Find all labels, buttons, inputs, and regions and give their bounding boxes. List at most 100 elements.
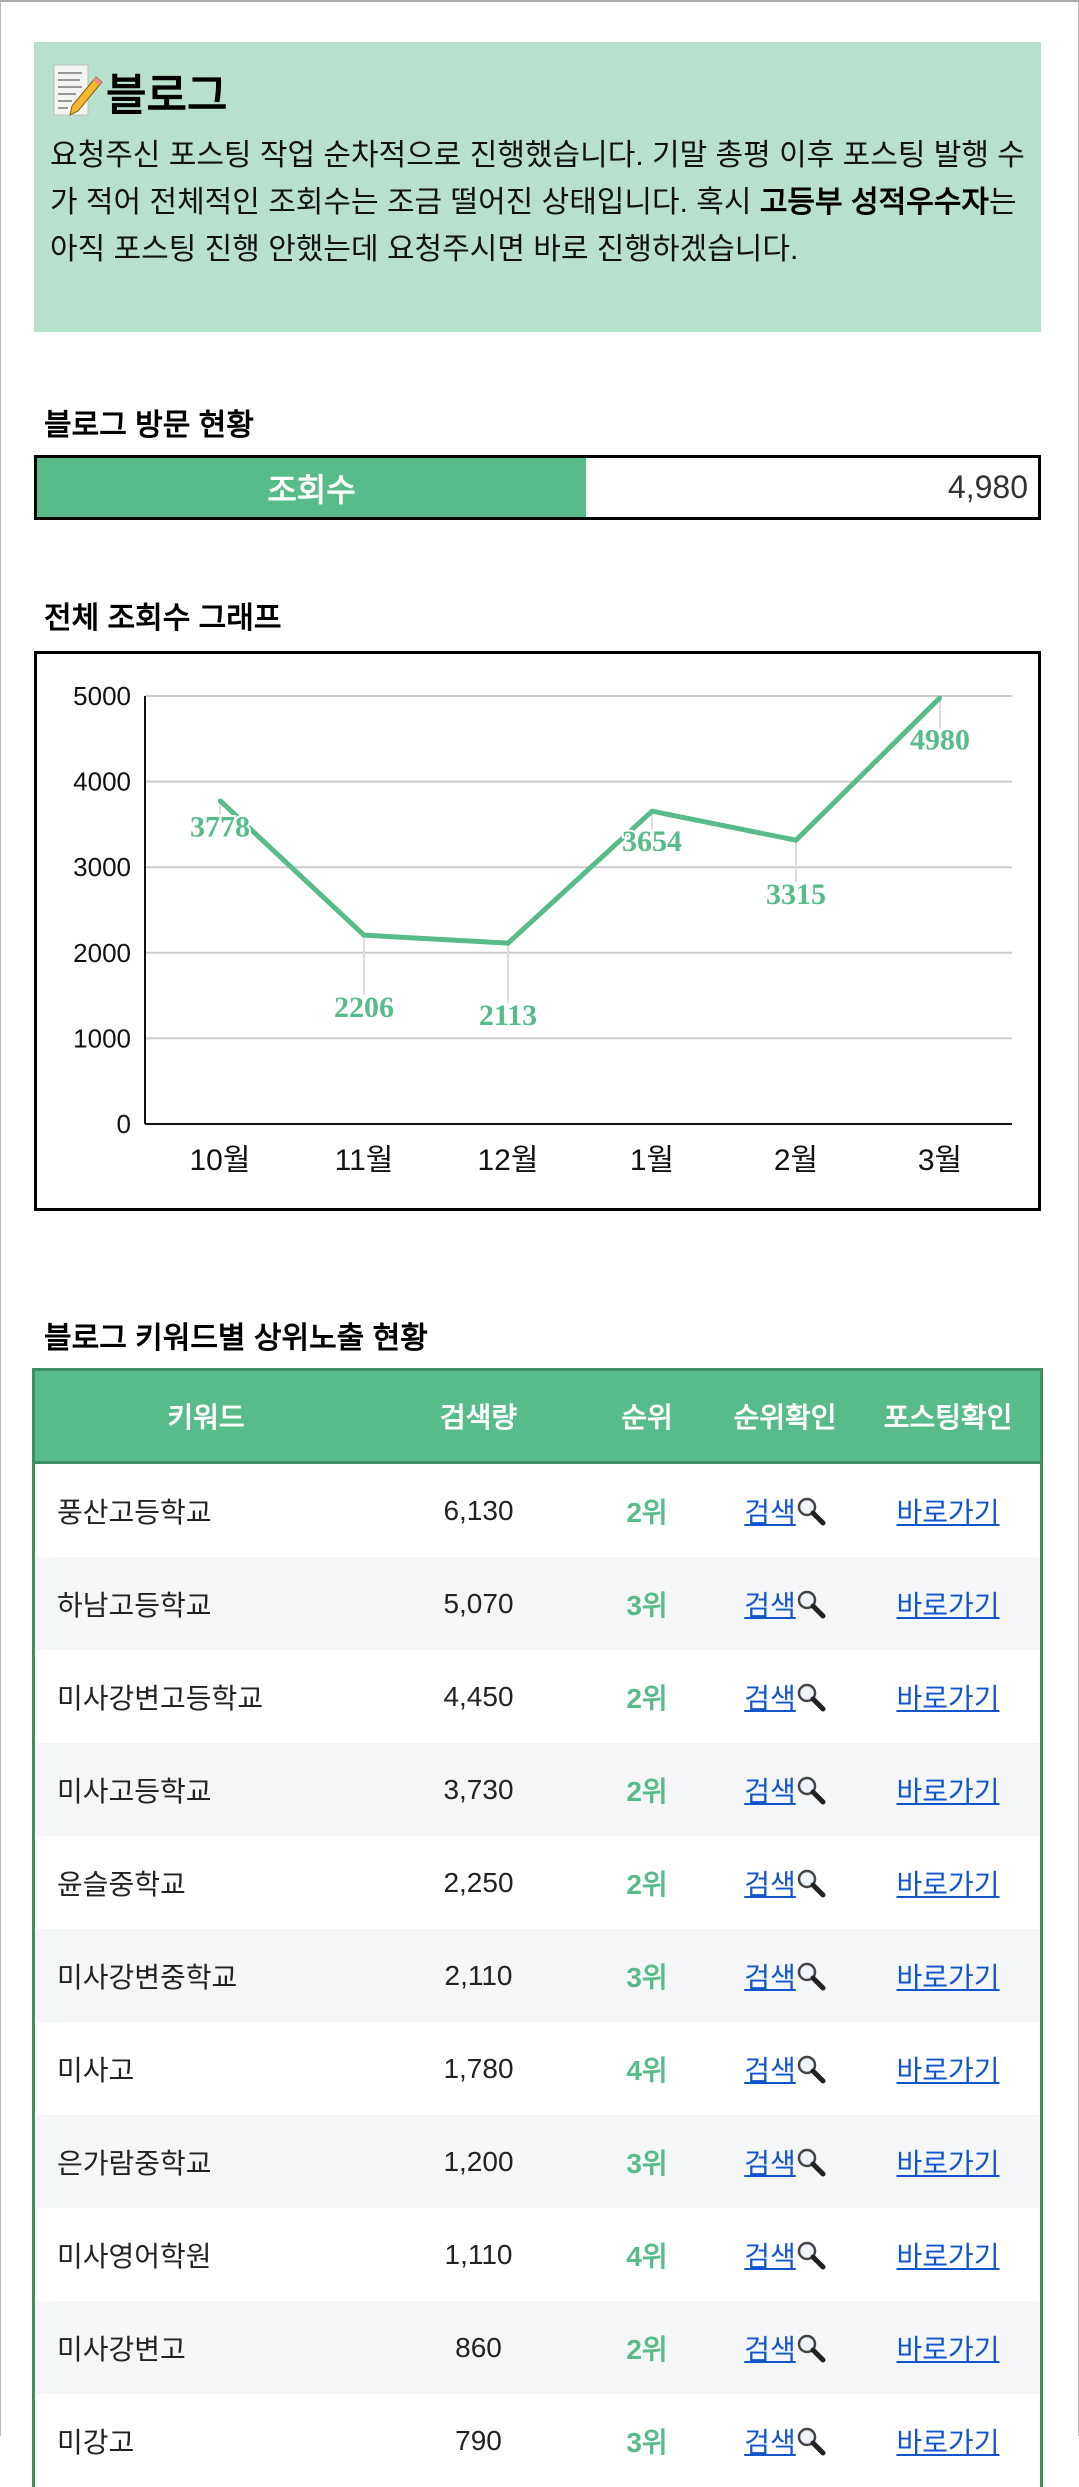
keyword-cell: 미강고 xyxy=(57,2426,135,2458)
volume-cell: 5,070 xyxy=(443,1587,514,1619)
views-value: 4,980 xyxy=(947,469,1028,505)
search-rank-link[interactable]: 검색 xyxy=(744,2421,826,2461)
magnifier-icon xyxy=(797,2427,826,2455)
rank-cell: 3위 xyxy=(626,1589,668,1621)
table-row: 미사강변고등학교 4,450 2위 검색 바로가기 xyxy=(35,1650,1040,1743)
volume-cell: 1,200 xyxy=(443,2145,514,2177)
search-rank-link[interactable]: 검색 xyxy=(744,2328,826,2368)
goto-post-link[interactable]: 바로가기 xyxy=(896,1589,1000,1621)
goto-post-link[interactable]: 바로가기 xyxy=(896,2426,1000,2458)
data-point xyxy=(506,941,510,946)
magnifier-icon xyxy=(797,1962,826,1990)
visit-stats-bar: 조회수 4,980 xyxy=(34,455,1041,520)
rank-cell: 2위 xyxy=(626,1868,668,1900)
keyword-cell: 미사강변고등학교 xyxy=(57,1682,264,1714)
text-segment: 요청주신 포스팅 작업 순차적으로 진행했습니다. 기말 총평 이후 포스팅 발… xyxy=(50,139,1025,219)
search-label: 검색 xyxy=(744,1868,796,1900)
col-rank-check: 순위확인 xyxy=(733,1402,837,1433)
search-rank-link[interactable]: 검색 xyxy=(744,2142,826,2182)
search-rank-link[interactable]: 검색 xyxy=(744,1584,826,1624)
keyword-cell: 은가람중학교 xyxy=(57,2147,212,2179)
keyword-cell: 미사영어학원 xyxy=(57,2240,212,2272)
data-label: 4980 xyxy=(910,724,970,757)
goto-post-link[interactable]: 바로가기 xyxy=(896,1682,1000,1714)
data-label: 2206 xyxy=(334,991,394,1024)
y-tick-label: 4000 xyxy=(73,767,131,797)
y-tick-label: 0 xyxy=(117,1109,131,1139)
table-row: 하남고등학교 5,070 3위 검색 바로가기 xyxy=(35,1557,1040,1650)
rank-cell: 2위 xyxy=(626,2333,668,2365)
volume-cell: 4,450 xyxy=(443,1680,514,1712)
magnifier-icon xyxy=(797,2148,826,2176)
volume-cell: 2,110 xyxy=(444,1959,513,1991)
search-rank-link[interactable]: 검색 xyxy=(744,1677,826,1717)
goto-post-link[interactable]: 바로가기 xyxy=(896,2333,1000,2365)
goto-post-link[interactable]: 바로가기 xyxy=(896,1775,1000,1807)
rank-cell: 2위 xyxy=(626,1496,668,1528)
col-posting-check: 포스팅확인 xyxy=(883,1402,1013,1433)
goto-post-link[interactable]: 바로가기 xyxy=(896,2240,1000,2272)
y-tick-label: 5000 xyxy=(73,681,131,711)
data-point xyxy=(650,809,654,814)
goto-post-link[interactable]: 바로가기 xyxy=(896,1496,1000,1528)
table-row: 은가람중학교 1,200 3위 검색 바로가기 xyxy=(35,2115,1040,2208)
keyword-cell: 미사강변중학교 xyxy=(57,1961,238,1993)
rank-cell: 2위 xyxy=(626,1775,668,1807)
y-tick-label: 2000 xyxy=(73,938,131,968)
table-header: 키워드 검색량 순위 순위확인 포스팅확인 xyxy=(35,1371,1040,1464)
col-keyword: 키워드 xyxy=(167,1402,245,1433)
memo-icon xyxy=(53,64,103,116)
search-label: 검색 xyxy=(744,2054,796,2086)
x-tick-label: 12월 xyxy=(478,1144,539,1177)
volume-cell: 790 xyxy=(455,2424,502,2456)
volume-cell: 6,130 xyxy=(443,1494,514,1526)
views-line-chart: 0 1000 2000 3000 4000 5000 10월 11월 12월 1월 2월 3월 3778… xyxy=(34,651,1041,1211)
goto-post-link[interactable]: 바로가기 xyxy=(896,1868,1000,1900)
highlight-text: 고등부 성적우수자 xyxy=(759,186,989,219)
keyword-cell: 미사고등학교 xyxy=(57,1775,212,1807)
goto-post-link[interactable]: 바로가기 xyxy=(896,1961,1000,1993)
x-tick-label: 2월 xyxy=(774,1144,818,1177)
search-rank-link[interactable]: 검색 xyxy=(744,2235,826,2275)
col-rank: 순위 xyxy=(621,1402,673,1433)
data-label: 3315 xyxy=(766,878,826,911)
goto-post-link[interactable]: 바로가기 xyxy=(896,2054,1000,2086)
keyword-cell: 하남고등학교 xyxy=(57,1589,212,1621)
keyword-cell: 윤슬중학교 xyxy=(57,1868,186,1900)
chart-heading: 전체 조회수 그래프 xyxy=(44,602,282,635)
rank-cell: 4위 xyxy=(626,2054,668,2086)
volume-cell: 3,730 xyxy=(443,1773,514,1805)
volume-cell: 860 xyxy=(455,2331,502,2363)
search-rank-link[interactable]: 검색 xyxy=(744,2049,826,2089)
visits-heading: 블로그 방문 현황 xyxy=(44,409,254,442)
search-rank-link[interactable]: 검색 xyxy=(744,1491,826,1531)
keyword-cell: 미사고 xyxy=(57,2054,135,2086)
table-row: 풍산고등학교 6,130 2위 검색 바로가기 xyxy=(35,1464,1040,1557)
rank-cell: 3위 xyxy=(626,1961,668,1993)
goto-post-link[interactable]: 바로가기 xyxy=(896,2147,1000,2179)
table-row: 미강고 790 3위 검색 바로가기 xyxy=(35,2394,1040,2487)
search-rank-link[interactable]: 검색 xyxy=(744,1770,826,1810)
rank-cell: 4위 xyxy=(626,2240,668,2272)
y-tick-label: 1000 xyxy=(73,1023,131,1053)
table-row: 윤슬중학교 2,250 2위 검색 바로가기 xyxy=(35,1836,1040,1929)
rank-cell: 3위 xyxy=(626,2147,668,2179)
search-rank-link[interactable]: 검색 xyxy=(744,1863,826,1903)
search-rank-link[interactable]: 검색 xyxy=(744,1956,826,1996)
data-label: 3778 xyxy=(190,811,250,844)
keyword-cell: 풍산고등학교 xyxy=(57,1496,212,1528)
volume-cell: 1,780 xyxy=(443,2052,514,2084)
x-tick-label: 11월 xyxy=(335,1144,394,1177)
x-tick-label: 10월 xyxy=(190,1144,251,1177)
blog-summary-box: 블로그 요청주신 포스팅 작업 순차적으로 진행했습니다. 기말 총평 이후 포… xyxy=(34,42,1041,332)
data-point xyxy=(218,798,222,803)
y-tick-label: 3000 xyxy=(73,852,131,882)
keyword-cell: 미사강변고 xyxy=(57,2333,186,2365)
table-row: 미사강변중학교 2,110 3위 검색 바로가기 xyxy=(35,1929,1040,2022)
data-point xyxy=(362,933,366,938)
data-point xyxy=(794,838,798,843)
volume-cell: 1,110 xyxy=(444,2238,513,2270)
table-row: 미사영어학원 1,110 4위 검색 바로가기 xyxy=(35,2208,1040,2301)
search-label: 검색 xyxy=(744,1589,796,1621)
rank-cell: 2위 xyxy=(626,1682,668,1714)
